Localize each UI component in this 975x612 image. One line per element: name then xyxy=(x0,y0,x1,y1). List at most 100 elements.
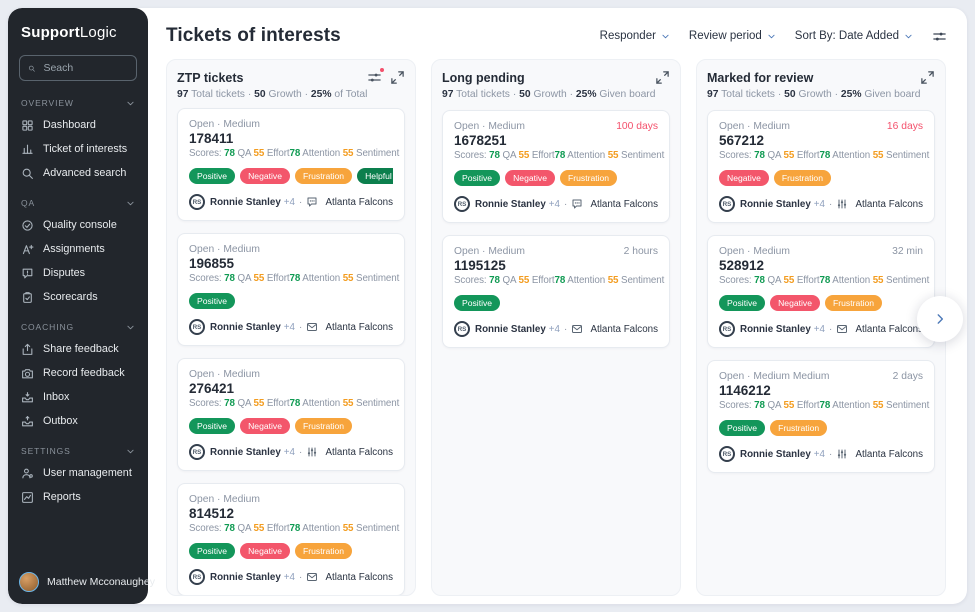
filter-review-period[interactable]: Review period xyxy=(689,30,776,42)
nav-item-label: Quality console xyxy=(43,219,117,231)
scores-prefix: Scores: xyxy=(719,275,752,286)
card-status-row: Open · Medium xyxy=(189,494,393,505)
account-name: Atlanta Falcons xyxy=(325,321,393,333)
sidebar-item-inbox[interactable]: Inbox xyxy=(19,385,137,409)
card-footer: RS Ronnie Stanley +4 · Atlanta Falcons xyxy=(719,321,923,337)
column-stats: 97 Total tickets · 50 Growth · 25% of To… xyxy=(177,89,405,98)
sidebar-item-advanced-search[interactable]: Advanced search xyxy=(19,161,137,185)
sidebar-item-outbox[interactable]: Outbox xyxy=(19,409,137,433)
card-status-row: Open · Medium 100 days xyxy=(454,121,658,132)
sentiment-label: Sentiment xyxy=(621,275,665,286)
owner-more-count: +4 xyxy=(283,446,295,458)
sidebar-item-assignments[interactable]: Assignments xyxy=(19,237,137,261)
account-name: Atlanta Falcons xyxy=(855,323,923,335)
column-header-icons xyxy=(655,70,670,85)
ticket-card[interactable]: Open · Medium 196855 Scores: 78 QA 55 Effo… xyxy=(177,233,405,347)
tag-frustration: Frustration xyxy=(825,295,883,311)
tag-frustration: Frustration xyxy=(295,168,353,185)
ticket-card[interactable]: Open · Medium Medium 2 days 1146212 Scores:… xyxy=(707,360,935,473)
tickets-icon xyxy=(21,143,34,156)
effort-score: 55 xyxy=(783,275,795,286)
column-title: Marked for review xyxy=(707,70,814,85)
column-expand-button[interactable] xyxy=(655,70,670,85)
sentiment-label: Sentiment xyxy=(886,150,930,161)
ticket-card[interactable]: Open · Medium 100 days 1678251 Scores: 78 Q… xyxy=(442,110,670,223)
card-status-row: Open · Medium 16 days xyxy=(719,121,923,132)
scores-left: Scores: 78 QA 55 Effort xyxy=(189,148,290,159)
ticket-status: Open · Medium xyxy=(189,119,260,131)
tag-negative: Negative xyxy=(719,170,769,186)
sentiment-label: Sentiment xyxy=(886,400,930,411)
ticket-card[interactable]: Open · Medium 2 hours 1195125 Scores: 78 QA… xyxy=(442,235,670,348)
card-footer: RS Ronnie Stanley +4 · Atlanta Falcons xyxy=(719,446,923,462)
nav-section-title: OVERVIEW xyxy=(21,98,74,108)
sidebar-item-share-feedback[interactable]: Share feedback xyxy=(19,337,137,361)
inbox-icon xyxy=(21,391,34,404)
envelope-icon xyxy=(306,571,318,583)
footer-separator: · xyxy=(828,323,833,335)
column-expand-button[interactable] xyxy=(920,70,935,85)
effort-label: Effort xyxy=(796,400,820,411)
tag-list: Negative Frustration xyxy=(719,170,923,186)
columns: ZTP tickets 97 Total tickets · 50 Growth … xyxy=(148,59,967,604)
stat-percent: 25% xyxy=(310,89,332,99)
sidebar-item-record-feedback[interactable]: Record feedback xyxy=(19,361,137,385)
scores-left: Scores: 78 QA 55 Effort xyxy=(189,273,290,284)
tag-frustration: Frustration xyxy=(773,170,831,186)
stat-growth-label: Growth xyxy=(268,89,302,99)
ticket-scores: Scores: 78 QA 55 Effort 78 Attention 55 S… xyxy=(719,150,929,161)
card-status-row: Open · Medium 32 min xyxy=(719,246,923,257)
tag-negative: Negative xyxy=(770,295,821,311)
tag-negative: Negative xyxy=(240,168,291,185)
stat-percent-label: of Total xyxy=(334,89,368,99)
search-icon xyxy=(21,167,34,180)
tag-frustration: Frustration xyxy=(560,170,618,186)
sidebar-item-disputes[interactable]: Disputes xyxy=(19,261,137,285)
search-input[interactable] xyxy=(41,61,128,75)
sidebar-item-scorecards[interactable]: Scorecards xyxy=(19,285,137,309)
nav-section-overview[interactable]: OVERVIEW xyxy=(21,98,135,108)
filter-responder[interactable]: Responder xyxy=(600,30,670,42)
ticket-card[interactable]: Open · Medium 32 min 528912 Scores: 78 QA 5… xyxy=(707,235,935,348)
owner-name: Ronnie Stanley xyxy=(475,323,546,335)
owner-name: Ronnie Stanley xyxy=(210,321,281,333)
owner-more-count: +4 xyxy=(283,571,295,583)
sidebar-item-user-management[interactable]: User management xyxy=(19,461,137,485)
current-user[interactable]: Matthew Mcconaughey xyxy=(19,572,155,592)
next-column-button[interactable] xyxy=(917,296,963,342)
column-filter-button[interactable] xyxy=(367,68,384,85)
ticket-card[interactable]: Open · Medium 178411 Scores: 78 QA 55 Effo… xyxy=(177,108,405,222)
ticket-card[interactable]: Open · Medium 276421 Scores: 78 QA 55 Effo… xyxy=(177,358,405,472)
ticket-status: Open · Medium xyxy=(189,244,260,256)
nav-section-coaching[interactable]: COACHING xyxy=(21,322,135,332)
stat-total: 97 xyxy=(442,89,454,100)
header-adjustments-button[interactable] xyxy=(932,29,947,44)
sidebar-item-reports[interactable]: Reports xyxy=(19,485,137,509)
ticket-scores: Scores: 78 QA 55 Effort 78 Attention 55 S… xyxy=(189,148,399,159)
attention-label: Attention xyxy=(302,273,341,285)
effort-label: Effort xyxy=(531,275,555,286)
effort-score: 55 xyxy=(783,150,795,161)
nav-section-settings[interactable]: SETTINGS xyxy=(21,446,135,456)
effort-score: 55 xyxy=(783,400,795,411)
sidebar-item-quality-console[interactable]: Quality console xyxy=(19,213,137,237)
sentiment-score: 55 xyxy=(607,150,619,161)
owner-avatar: RS xyxy=(189,319,205,336)
tag-positive: Positive xyxy=(189,418,236,435)
ticket-card[interactable]: Open · Medium 814512 Scores: 78 QA 55 Effo… xyxy=(177,483,405,595)
sentiment-label: Sentiment xyxy=(356,148,400,160)
nav-item-label: Assignments xyxy=(43,243,105,255)
card-footer: RS Ronnie Stanley +4 · Atlanta Falcons xyxy=(189,444,393,461)
qa-label: QA xyxy=(767,400,781,411)
filter-label: Sort By: Date Added xyxy=(794,30,899,42)
qa-score: 78 xyxy=(489,150,500,161)
filter-sort-by-date-added[interactable]: Sort By: Date Added xyxy=(795,30,913,42)
column-expand-button[interactable] xyxy=(390,70,405,85)
sidebar-item-ticket-of-interests[interactable]: Ticket of interests xyxy=(19,137,137,161)
sentiment-label: Sentiment xyxy=(886,275,930,286)
sidebar-search[interactable] xyxy=(19,55,137,81)
sidebar-item-dashboard[interactable]: Dashboard xyxy=(19,113,137,137)
ticket-card[interactable]: Open · Medium 16 days 567212 Scores: 78 QA … xyxy=(707,110,935,223)
nav-section-qa[interactable]: QA xyxy=(21,198,135,208)
owner-name: Ronnie Stanley xyxy=(740,323,811,335)
